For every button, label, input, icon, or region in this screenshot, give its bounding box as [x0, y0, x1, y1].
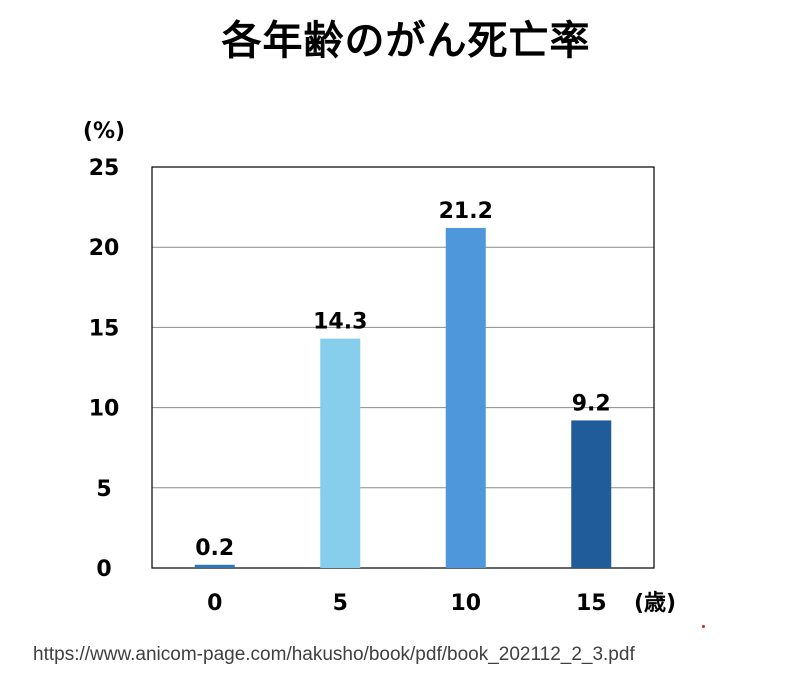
x-axis-label: (歳) [634, 591, 676, 616]
bar [571, 420, 612, 568]
bar [445, 227, 486, 568]
data-label: 9.2 [572, 391, 611, 416]
x-tick-label: 0 [207, 591, 222, 616]
bar [194, 564, 235, 568]
y-tick-label: 25 [89, 156, 120, 181]
x-tick-label: 5 [333, 591, 348, 616]
x-tick-label: 10 [450, 591, 481, 616]
y-tick-label: 0 [96, 557, 111, 582]
data-label: 0.2 [195, 536, 234, 561]
y-tick-label: 20 [89, 236, 120, 261]
bar [320, 338, 361, 568]
y-tick-label: 15 [89, 316, 120, 341]
gridlines [152, 246, 654, 489]
y-tick-label: 5 [96, 477, 111, 502]
y-axis-label: (%) [83, 119, 125, 144]
chart-title: 各年齢のがん死亡率 [221, 18, 591, 64]
data-label: 21.2 [439, 199, 493, 224]
y-tick-label: 10 [89, 397, 120, 422]
source-url[interactable]: https://www.anicom-page.com/hakusho/book… [33, 644, 635, 665]
bars [194, 227, 612, 568]
stray-dot [702, 625, 705, 628]
x-tick-label: 15 [576, 591, 607, 616]
plot-frame [151, 166, 655, 569]
labels: 0 5 10 15 20 25 0.2 0 14.3 5 21.2 10 9.2 15 [89, 156, 611, 616]
data-label: 14.3 [313, 310, 367, 335]
